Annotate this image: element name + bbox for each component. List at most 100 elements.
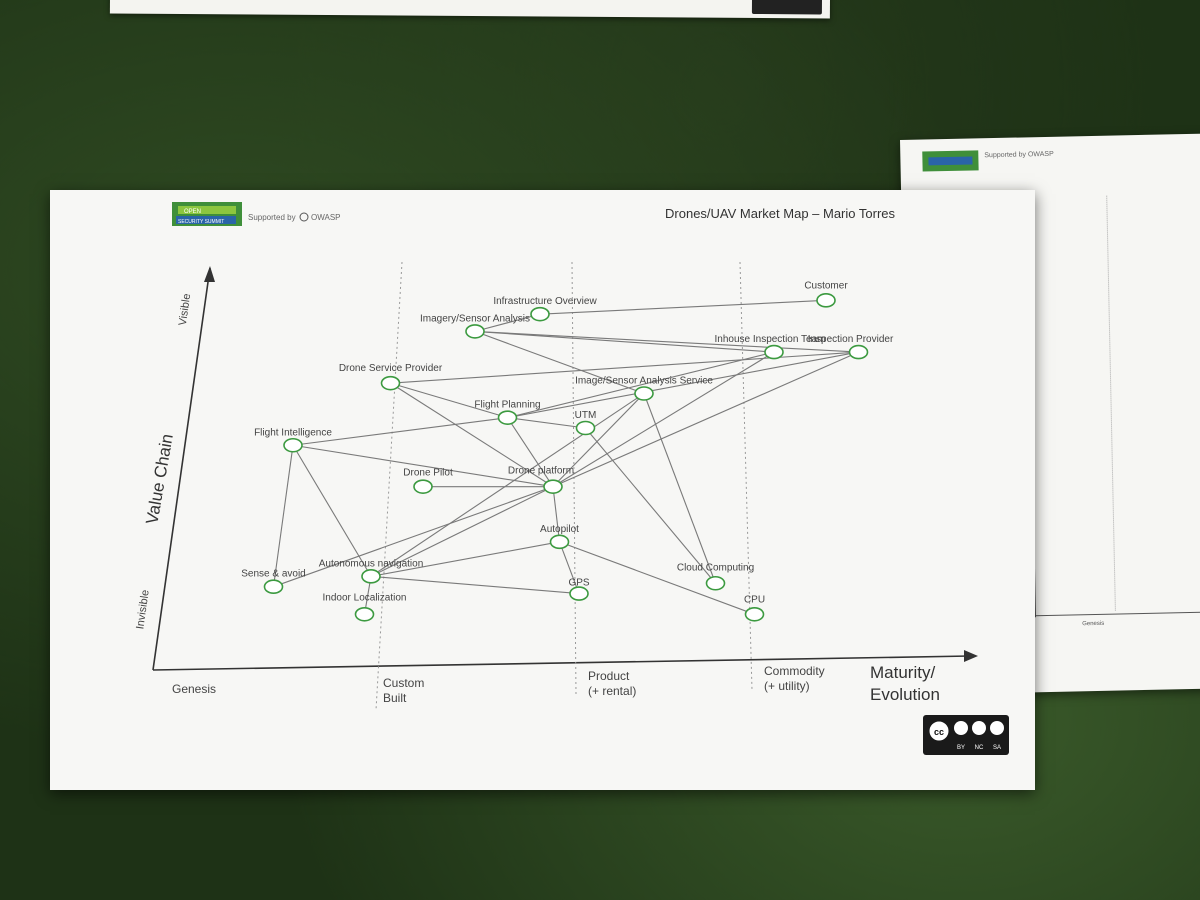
component-label-inhouse: Inhouse Inspection Team [714,334,825,345]
component-node-autopilot[interactable] [549,534,570,550]
link-platform-autopilot [552,486,561,542]
link-imagery-isas [474,330,645,395]
link-fi-sa [272,445,294,587]
svg-text:SECURITY SUMMIT: SECURITY SUMMIT [178,219,224,225]
y-axis-label: Value Chain [142,432,177,525]
svg-text:Built: Built [383,691,407,705]
link-imagery-inhouse [474,330,775,353]
component-gps[interactable]: GPS [568,578,590,601]
stage-label-product: Product (+ rental) [588,669,636,698]
stage-divider-1 [375,261,403,711]
link-inspection-platform [552,351,859,488]
component-inspection[interactable]: Inspection Provider [808,334,894,360]
link-autopilot-gps [558,541,580,594]
component-an[interactable]: Autonomous navigation [319,558,424,584]
link-platform-sa [273,486,554,588]
component-node-inhouse[interactable] [764,344,784,360]
link-isas-cloud [643,393,717,584]
component-node-cloud[interactable] [705,575,726,591]
y-axis-top-label: Visible [177,293,193,327]
component-cpu[interactable]: CPU [744,594,765,622]
cc-license-badge: cc BY NC SA [923,715,1009,755]
component-fi[interactable]: Flight Intelligence [254,427,332,453]
svg-text:cc: cc [934,727,944,737]
component-node-il[interactable] [354,606,375,622]
component-utm[interactable]: UTM [575,410,597,436]
component-node-platform[interactable] [543,479,563,494]
x-axis-label-line2: Evolution [870,685,940,704]
component-fp[interactable]: Flight Planning [474,400,541,425]
link-dsp-fp [390,382,508,419]
component-node-pilot[interactable] [413,479,433,494]
component-node-sa[interactable] [263,579,284,595]
component-label-infra: Infrastructure Overview [493,296,597,307]
component-node-fp[interactable] [497,410,518,425]
y-axis [152,267,211,671]
link-isas-platform [552,393,645,488]
component-label-sa: Sense & avoid [241,569,306,580]
component-label-inspection: Inspection Provider [808,334,894,345]
component-node-isas[interactable] [634,386,654,401]
summit-logo-small [922,150,979,172]
component-label-pilot: Drone Pilot [403,468,453,479]
component-label-cpu: CPU [744,594,765,605]
link-fp-inhouse [507,351,775,419]
link-autopilot-cpu [559,541,755,615]
x-axis-small [1034,611,1200,617]
link-isas-an [370,393,645,577]
component-node-utm[interactable] [575,420,596,436]
component-node-gps[interactable] [569,586,589,601]
component-node-dsp[interactable] [380,375,401,391]
component-node-customer[interactable] [816,293,836,308]
component-label-fi: Flight Intelligence [254,427,332,438]
component-label-utm: UTM [575,410,597,421]
wardley-map: OPEN SECURITY SUMMIT Supported by OWASP … [134,202,1009,755]
component-isas[interactable]: Image/Sensor Analysis Service [575,376,713,401]
component-customer[interactable]: Customer [804,280,848,308]
link-utm-cloud [585,427,716,584]
component-autopilot[interactable]: Autopilot [540,524,579,550]
link-fp-utm [507,417,586,429]
component-inhouse[interactable]: Inhouse Inspection Team [714,334,826,360]
component-label-gps: GPS [568,578,589,589]
svg-text:NC: NC [975,745,984,751]
link-platform-an [370,486,554,577]
link-fp-fi [292,417,508,446]
component-cloud[interactable]: Cloud Computing [677,562,754,591]
link-an-gps [370,575,580,595]
component-label-fp: Flight Planning [474,400,540,411]
link-fi-platform [292,444,554,488]
component-infra[interactable]: Infrastructure Overview [493,296,597,322]
component-node-fi[interactable] [283,437,303,453]
component-node-an[interactable] [361,569,381,584]
svg-text:BY: BY [957,745,965,751]
x-axis [152,655,971,671]
license-badge-top [751,0,823,15]
component-label-isas: Image/Sensor Analysis Service [575,376,713,387]
stage-divider-3 [739,261,753,691]
component-il[interactable]: Indoor Localization [323,592,407,622]
link-infra-customer [539,299,827,315]
x-axis-label-line1: Maturity/ [870,663,935,682]
component-imagery[interactable]: Imagery/Sensor Analysis [420,313,530,339]
component-node-inspection[interactable] [848,344,869,360]
map-components: Customer Infrastructure Overview Imagery/S… [241,280,894,622]
stage-label-genesis: Genesis [172,682,216,696]
background-sheet-top [109,0,831,19]
summit-logo: OPEN SECURITY SUMMIT [172,202,242,226]
component-node-cpu[interactable] [744,606,765,622]
component-node-imagery[interactable] [465,324,485,339]
page-title: Drones/UAV Market Map – Mario Torres [665,206,895,221]
owasp-icon [299,212,309,222]
component-dsp[interactable]: Drone Service Provider [339,363,443,391]
component-platform[interactable]: Drone platform [508,466,574,494]
link-imagery-infra [474,313,541,332]
component-sa[interactable]: Sense & avoid [241,569,306,595]
svg-text:Genesis: Genesis [172,682,216,696]
link-fi-an [292,444,372,577]
component-node-infra[interactable] [530,306,550,322]
link-dsp-platform [390,382,554,488]
component-pilot[interactable]: Drone Pilot [403,468,453,494]
genesis-label-small: Genesis [1082,620,1105,628]
link-fp-inspection [507,351,859,419]
